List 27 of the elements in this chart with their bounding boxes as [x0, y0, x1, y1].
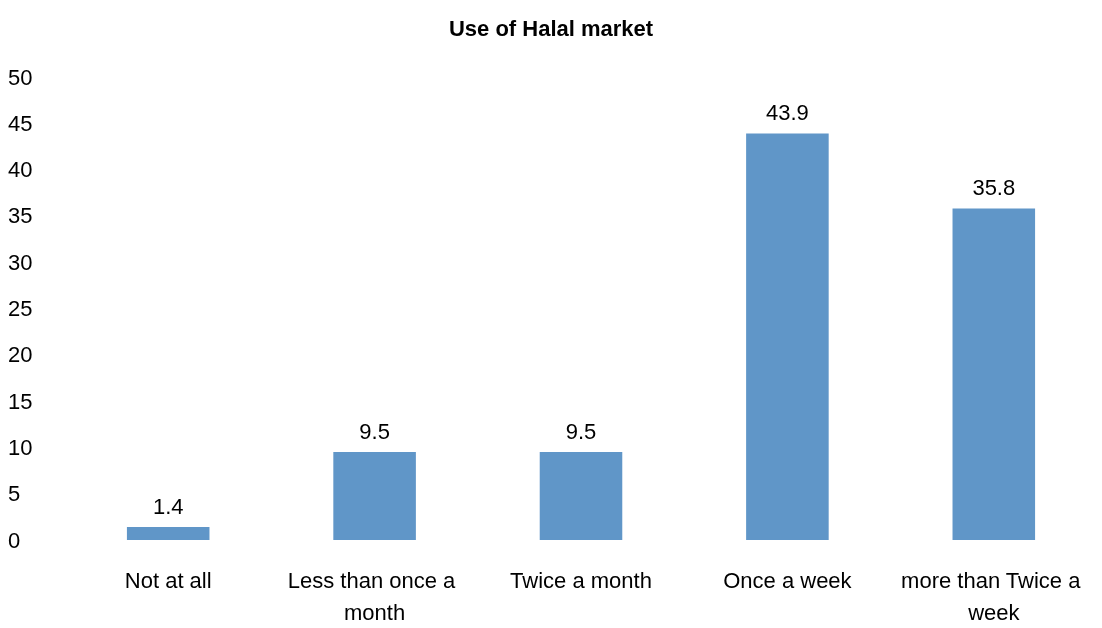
- x-tick-label: Less than once a month: [287, 567, 462, 625]
- x-tick-label: more than Twice a week: [901, 567, 1087, 625]
- y-tick-label: 10: [8, 434, 33, 460]
- chart-title: Use of Halal market: [448, 15, 654, 41]
- y-tick-label: 0: [8, 527, 21, 553]
- bar: [333, 452, 416, 540]
- y-tick-label: 20: [8, 342, 33, 368]
- bar: [952, 208, 1036, 540]
- data-label: 1.4: [152, 493, 184, 519]
- data-label: 35.8: [972, 174, 1016, 200]
- y-tick-label: 45: [8, 110, 33, 136]
- bar: [539, 452, 623, 540]
- data-label: 9.5: [359, 418, 390, 444]
- x-tick-label: Twice a month: [510, 567, 652, 593]
- bar: [746, 133, 829, 540]
- y-tick-label: 25: [8, 296, 33, 321]
- x-tick-label: Not at all: [124, 567, 212, 593]
- y-tick-label: 5: [8, 481, 21, 507]
- x-tick-label: Once a week: [723, 567, 853, 593]
- y-tick-label: 35: [8, 203, 33, 229]
- y-tick-label: 30: [8, 249, 33, 275]
- data-label: 9.5: [565, 418, 597, 444]
- y-tick-label: 50: [8, 64, 33, 90]
- data-label: 43.9: [765, 99, 809, 125]
- bar: [126, 527, 210, 540]
- y-tick-label: 15: [8, 388, 33, 414]
- y-tick-label: 40: [8, 157, 33, 183]
